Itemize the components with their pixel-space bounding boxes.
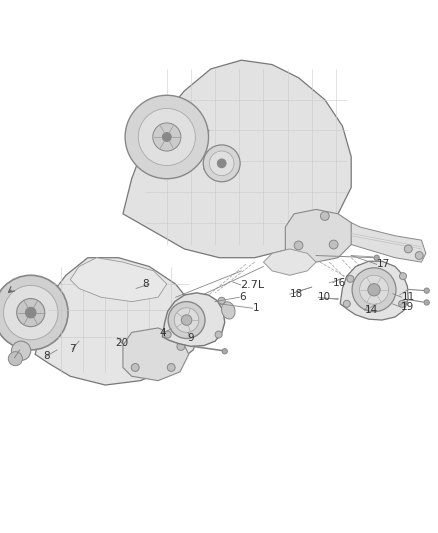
Circle shape [359, 275, 388, 304]
Circle shape [399, 273, 406, 280]
Circle shape [398, 300, 405, 308]
Text: 19: 19 [399, 302, 413, 312]
Circle shape [164, 331, 171, 338]
Circle shape [181, 315, 191, 325]
Circle shape [351, 268, 395, 312]
Polygon shape [263, 249, 315, 275]
Polygon shape [70, 258, 166, 302]
Text: 16: 16 [332, 278, 345, 288]
Circle shape [177, 342, 184, 350]
Circle shape [0, 275, 68, 350]
Circle shape [217, 159, 226, 168]
Polygon shape [162, 293, 224, 346]
Text: 8: 8 [142, 279, 149, 289]
Polygon shape [35, 258, 201, 385]
Circle shape [131, 364, 139, 372]
Circle shape [403, 245, 411, 253]
Circle shape [346, 275, 353, 282]
Circle shape [125, 95, 208, 179]
Text: 14: 14 [364, 305, 377, 316]
Text: 11: 11 [401, 292, 414, 302]
Text: 8: 8 [42, 351, 49, 361]
Circle shape [17, 298, 45, 327]
Circle shape [209, 151, 233, 176]
Circle shape [367, 284, 379, 296]
Circle shape [343, 300, 350, 308]
Circle shape [222, 349, 227, 354]
Ellipse shape [221, 302, 234, 319]
Circle shape [11, 341, 31, 360]
Circle shape [423, 288, 428, 293]
Circle shape [218, 297, 225, 304]
Circle shape [25, 308, 36, 318]
Polygon shape [123, 60, 350, 258]
Circle shape [215, 331, 222, 338]
Circle shape [174, 308, 198, 333]
Circle shape [167, 364, 175, 372]
Circle shape [138, 108, 195, 166]
Circle shape [8, 352, 22, 366]
Circle shape [423, 300, 428, 305]
Polygon shape [123, 328, 188, 381]
Polygon shape [285, 209, 350, 262]
Text: 18: 18 [289, 289, 302, 299]
Polygon shape [342, 223, 425, 262]
Circle shape [4, 285, 58, 340]
Circle shape [152, 123, 180, 151]
Text: 6: 6 [239, 292, 245, 302]
Text: 17: 17 [376, 260, 389, 269]
Circle shape [203, 145, 240, 182]
Circle shape [320, 212, 328, 221]
Circle shape [162, 133, 171, 141]
Circle shape [414, 252, 422, 260]
Text: 4: 4 [159, 328, 166, 338]
Text: 20: 20 [115, 338, 128, 349]
Circle shape [293, 241, 302, 250]
Text: 10: 10 [318, 292, 331, 302]
Text: 2.7L: 2.7L [240, 280, 264, 290]
Text: 7: 7 [69, 344, 76, 354]
Circle shape [168, 302, 205, 338]
Text: 9: 9 [187, 333, 194, 343]
Circle shape [373, 255, 378, 260]
Text: 1: 1 [252, 303, 258, 313]
Circle shape [328, 240, 337, 249]
Polygon shape [339, 261, 407, 320]
